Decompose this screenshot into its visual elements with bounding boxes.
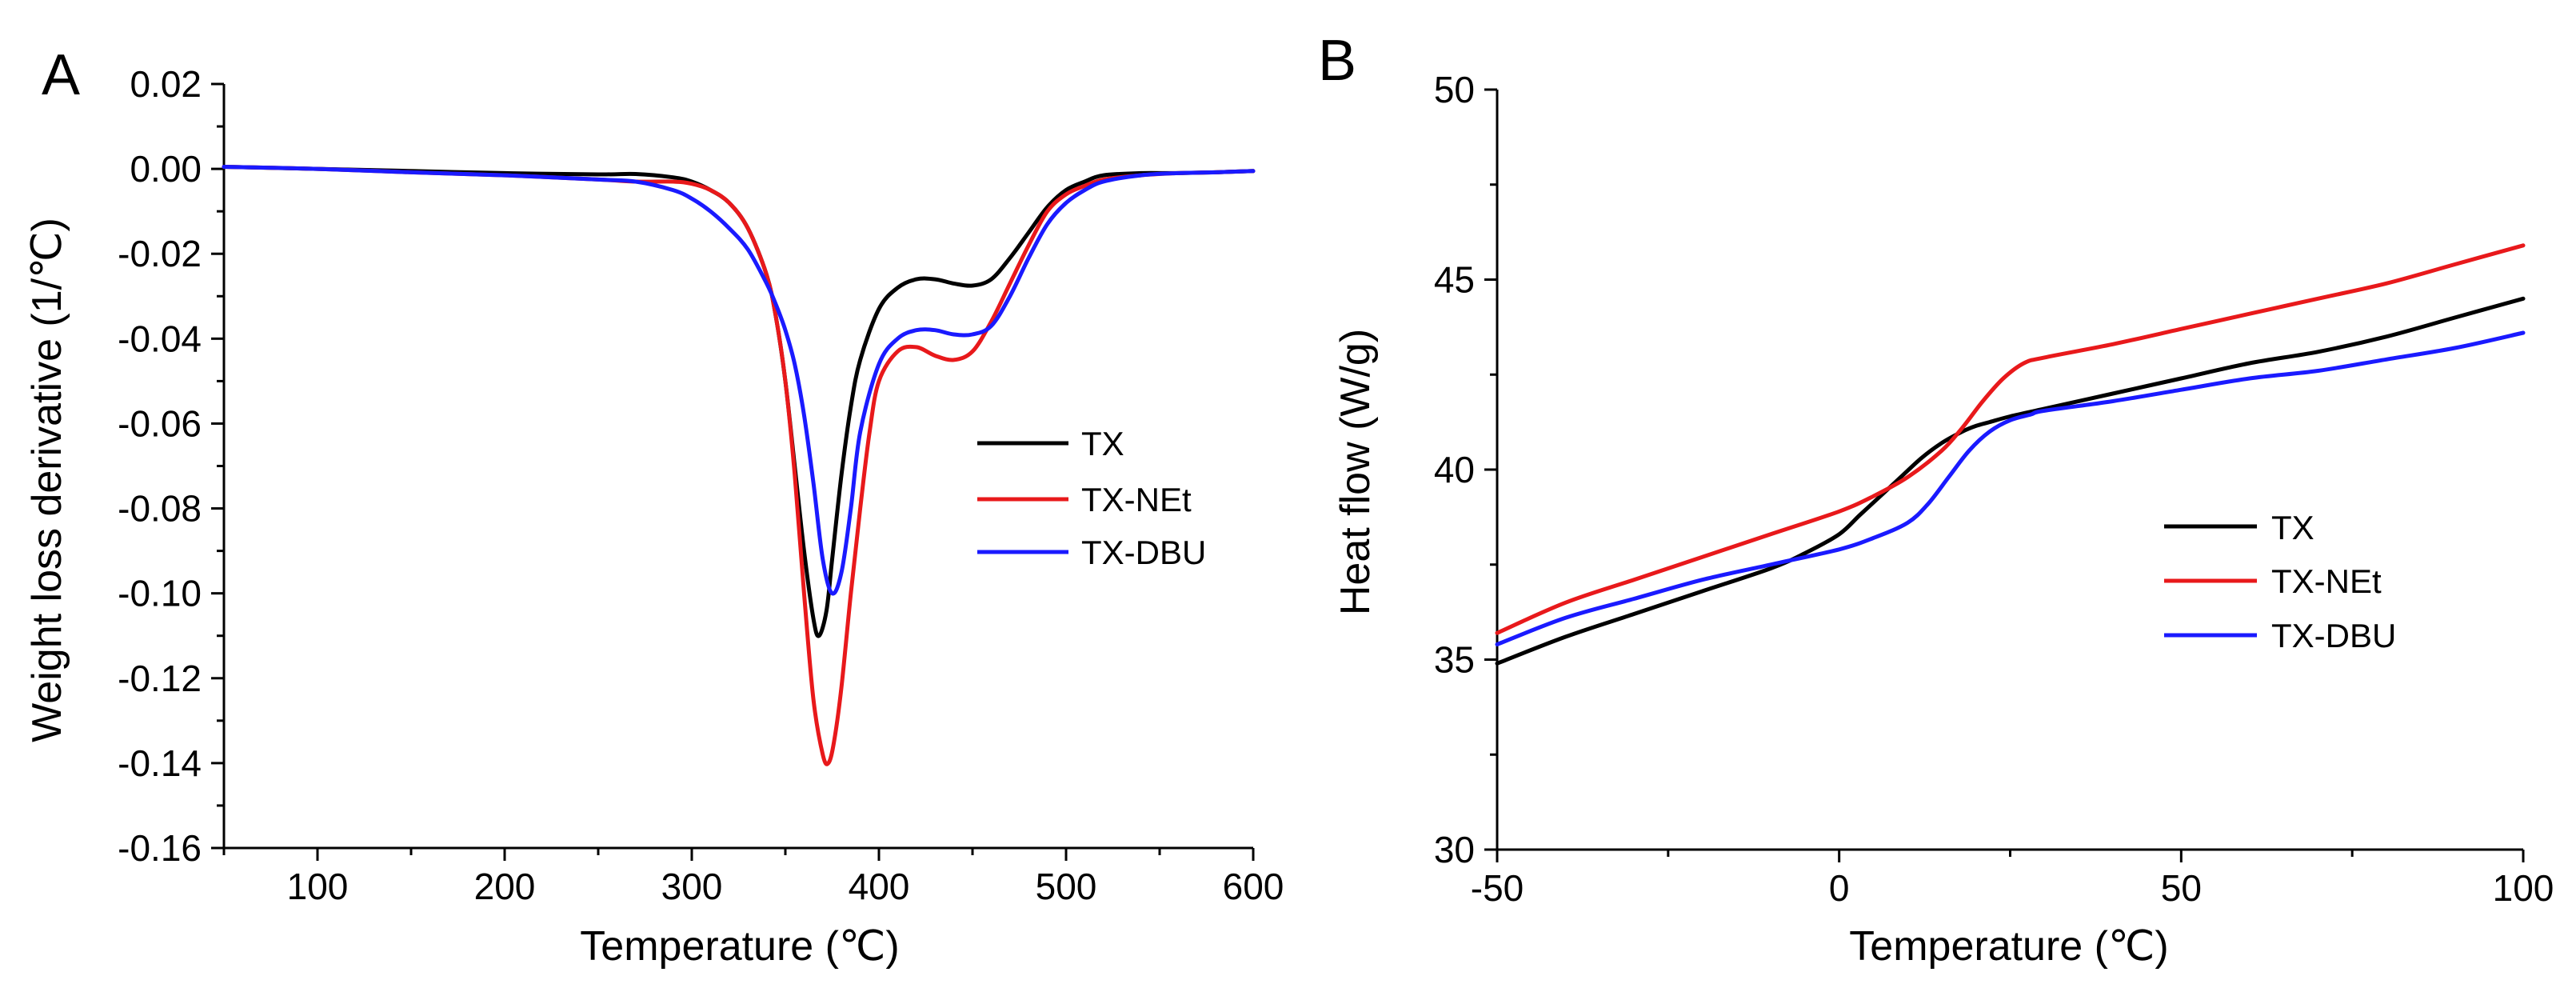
panel-a-y-tick-label: -0.02 (118, 233, 202, 274)
panel-b-legend-label-tx-net: TX-NEt (2271, 562, 2382, 600)
panel-a-y-tick-label: -0.12 (118, 658, 202, 699)
panel-a-x-tick-label: 300 (661, 866, 723, 907)
panel-a-y-tick-label: -0.04 (118, 318, 202, 359)
panel-b-y-tick-label: 35 (1434, 639, 1475, 681)
panel-b-y-tick-label: 45 (1434, 259, 1475, 301)
panel-a: A 100 200 300 400 500 600 0.02 0.00 -0.02 -0.04 -0… (24, 43, 1284, 970)
panel-b-y-tick-label: 40 (1434, 449, 1475, 490)
panel-b-x-tick-label: 100 (2493, 867, 2554, 909)
panel-b-y-tick-label: 30 (1434, 829, 1475, 870)
panel-a-label: A (42, 43, 80, 107)
panel-a-series-line-tx-net (222, 165, 1256, 766)
panel-b-legend: TX TX-NEt TX-DBU (2164, 509, 2396, 654)
panel-a-x-tick-label: 400 (849, 866, 910, 907)
panel-a-x-tick-label: 200 (474, 866, 536, 907)
panel-a-series (222, 165, 1256, 766)
panel-a-y-tick-label: 0.00 (130, 148, 202, 190)
panel-a-x-tick-label: 100 (287, 866, 349, 907)
panel-a-y-axis-title: Weight loss derivative (1/℃) (24, 218, 70, 742)
panel-b-ticks: -50 0 50 100 30 35 40 45 50 (1434, 69, 2554, 909)
panel-b-label: B (1318, 29, 1356, 93)
panel-b-series (1495, 243, 2526, 666)
panel-a-y-tick-label: -0.10 (118, 573, 202, 614)
panel-b-legend-label-tx-dbu: TX-DBU (2271, 617, 2396, 654)
panel-b-x-axis-title: Temperature (℃) (1849, 923, 2168, 970)
panel-b-y-axis-title: Heat flow (W/g) (1332, 329, 1379, 615)
panel-b-x-tick-label: 0 (1829, 867, 1850, 909)
panel-b-series-line-tx-net (1495, 243, 2526, 635)
panel-a-legend-label-tx-net: TX-NEt (1081, 481, 1192, 518)
panel-a-series-line-tx (222, 165, 1256, 638)
panel-a-x-tick-label: 500 (1036, 866, 1097, 907)
panel-b-series-line-tx-dbu (1495, 330, 2526, 646)
panel-b: B -50 0 50 100 30 35 40 45 50 Temperature (℃) He… (1318, 29, 2554, 970)
panel-a-y-tick-label: 0.02 (130, 63, 202, 105)
panel-b-x-tick-label: 50 (2161, 867, 2202, 909)
panel-b-y-tick-label: 50 (1434, 69, 1475, 110)
panel-a-ticks: 100 200 300 400 500 600 0.02 0.00 -0.02 -0.04 -0.0… (118, 63, 1284, 907)
panel-a-legend-label-tx-dbu: TX-DBU (1081, 534, 1206, 571)
panel-a-legend: TX TX-NEt TX-DBU (977, 425, 1206, 571)
panel-b-x-tick-label: -50 (1471, 867, 1524, 909)
panel-a-series-line-tx-dbu (222, 165, 1256, 596)
panel-a-y-tick-label: -0.08 (118, 488, 202, 530)
panel-a-legend-label-tx: TX (1081, 425, 1124, 462)
panel-b-series-line-tx (1495, 296, 2526, 666)
panel-a-y-tick-label: -0.06 (118, 402, 202, 444)
panel-a-y-tick-label: -0.16 (118, 827, 202, 869)
panel-a-x-axis-title: Temperature (℃) (580, 923, 899, 970)
panel-a-y-tick-label: -0.14 (118, 742, 202, 784)
panel-b-legend-label-tx: TX (2271, 509, 2314, 546)
panel-a-x-tick-label: 600 (1223, 866, 1284, 907)
